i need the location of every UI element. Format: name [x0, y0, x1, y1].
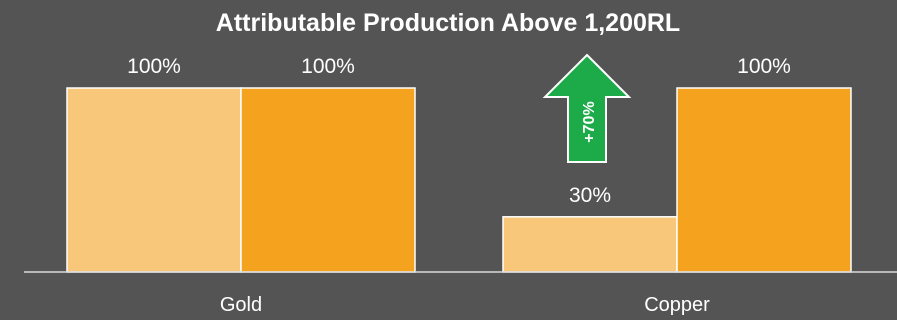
chart-title: Attributable Production Above 1,200RL: [216, 9, 680, 37]
annotation: +70%: [542, 53, 632, 163]
up-arrow-icon: [542, 53, 632, 163]
annotation-label: +70%: [581, 101, 598, 142]
category-labels-layer: Gold Copper: [220, 294, 710, 316]
bar-gold-2: [240, 87, 416, 273]
category-label-copper: Copper: [644, 294, 710, 316]
data-label-copper-2: 100%: [737, 55, 791, 78]
data-label-gold-2: 100%: [301, 55, 355, 78]
bars-layer: [66, 87, 852, 273]
data-label-copper-1: 30%: [569, 184, 611, 207]
bar-copper-2: [676, 87, 852, 273]
value-labels-layer: 100% 100% 30% 100%: [127, 55, 791, 207]
category-label-gold: Gold: [220, 294, 262, 316]
bar-gold-1: [66, 87, 242, 273]
data-label-gold-1: 100%: [127, 55, 181, 78]
bar-copper-1: [502, 216, 678, 273]
